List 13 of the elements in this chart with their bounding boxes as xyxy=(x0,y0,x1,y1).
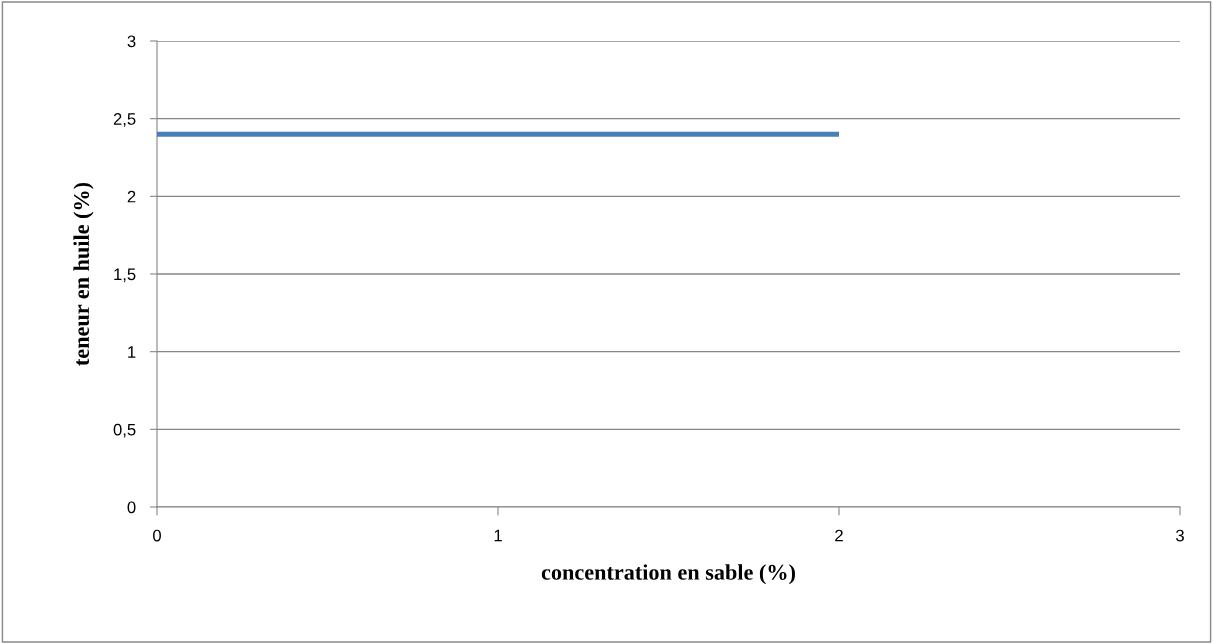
x-tick-label: 3 xyxy=(1176,529,1184,542)
y-tick-label: 2 xyxy=(127,190,136,203)
x-tick-label: 0 xyxy=(153,529,161,542)
y-tick-label: 0 xyxy=(127,501,136,514)
y-tick-label: 3 xyxy=(127,35,136,48)
x-axis-title: concentration en sable (%) xyxy=(541,564,795,585)
y-tick-label: 0,5 xyxy=(113,423,136,438)
x-tick-label: 1 xyxy=(494,529,502,542)
y-tick-label: 2,5 xyxy=(113,113,136,127)
y-axis-title: teneur en huile (%) xyxy=(73,182,94,366)
y-tick-label: 1 xyxy=(128,346,136,358)
x-tick-label: 2 xyxy=(835,529,843,542)
y-tick-label: 1,5 xyxy=(114,268,136,283)
